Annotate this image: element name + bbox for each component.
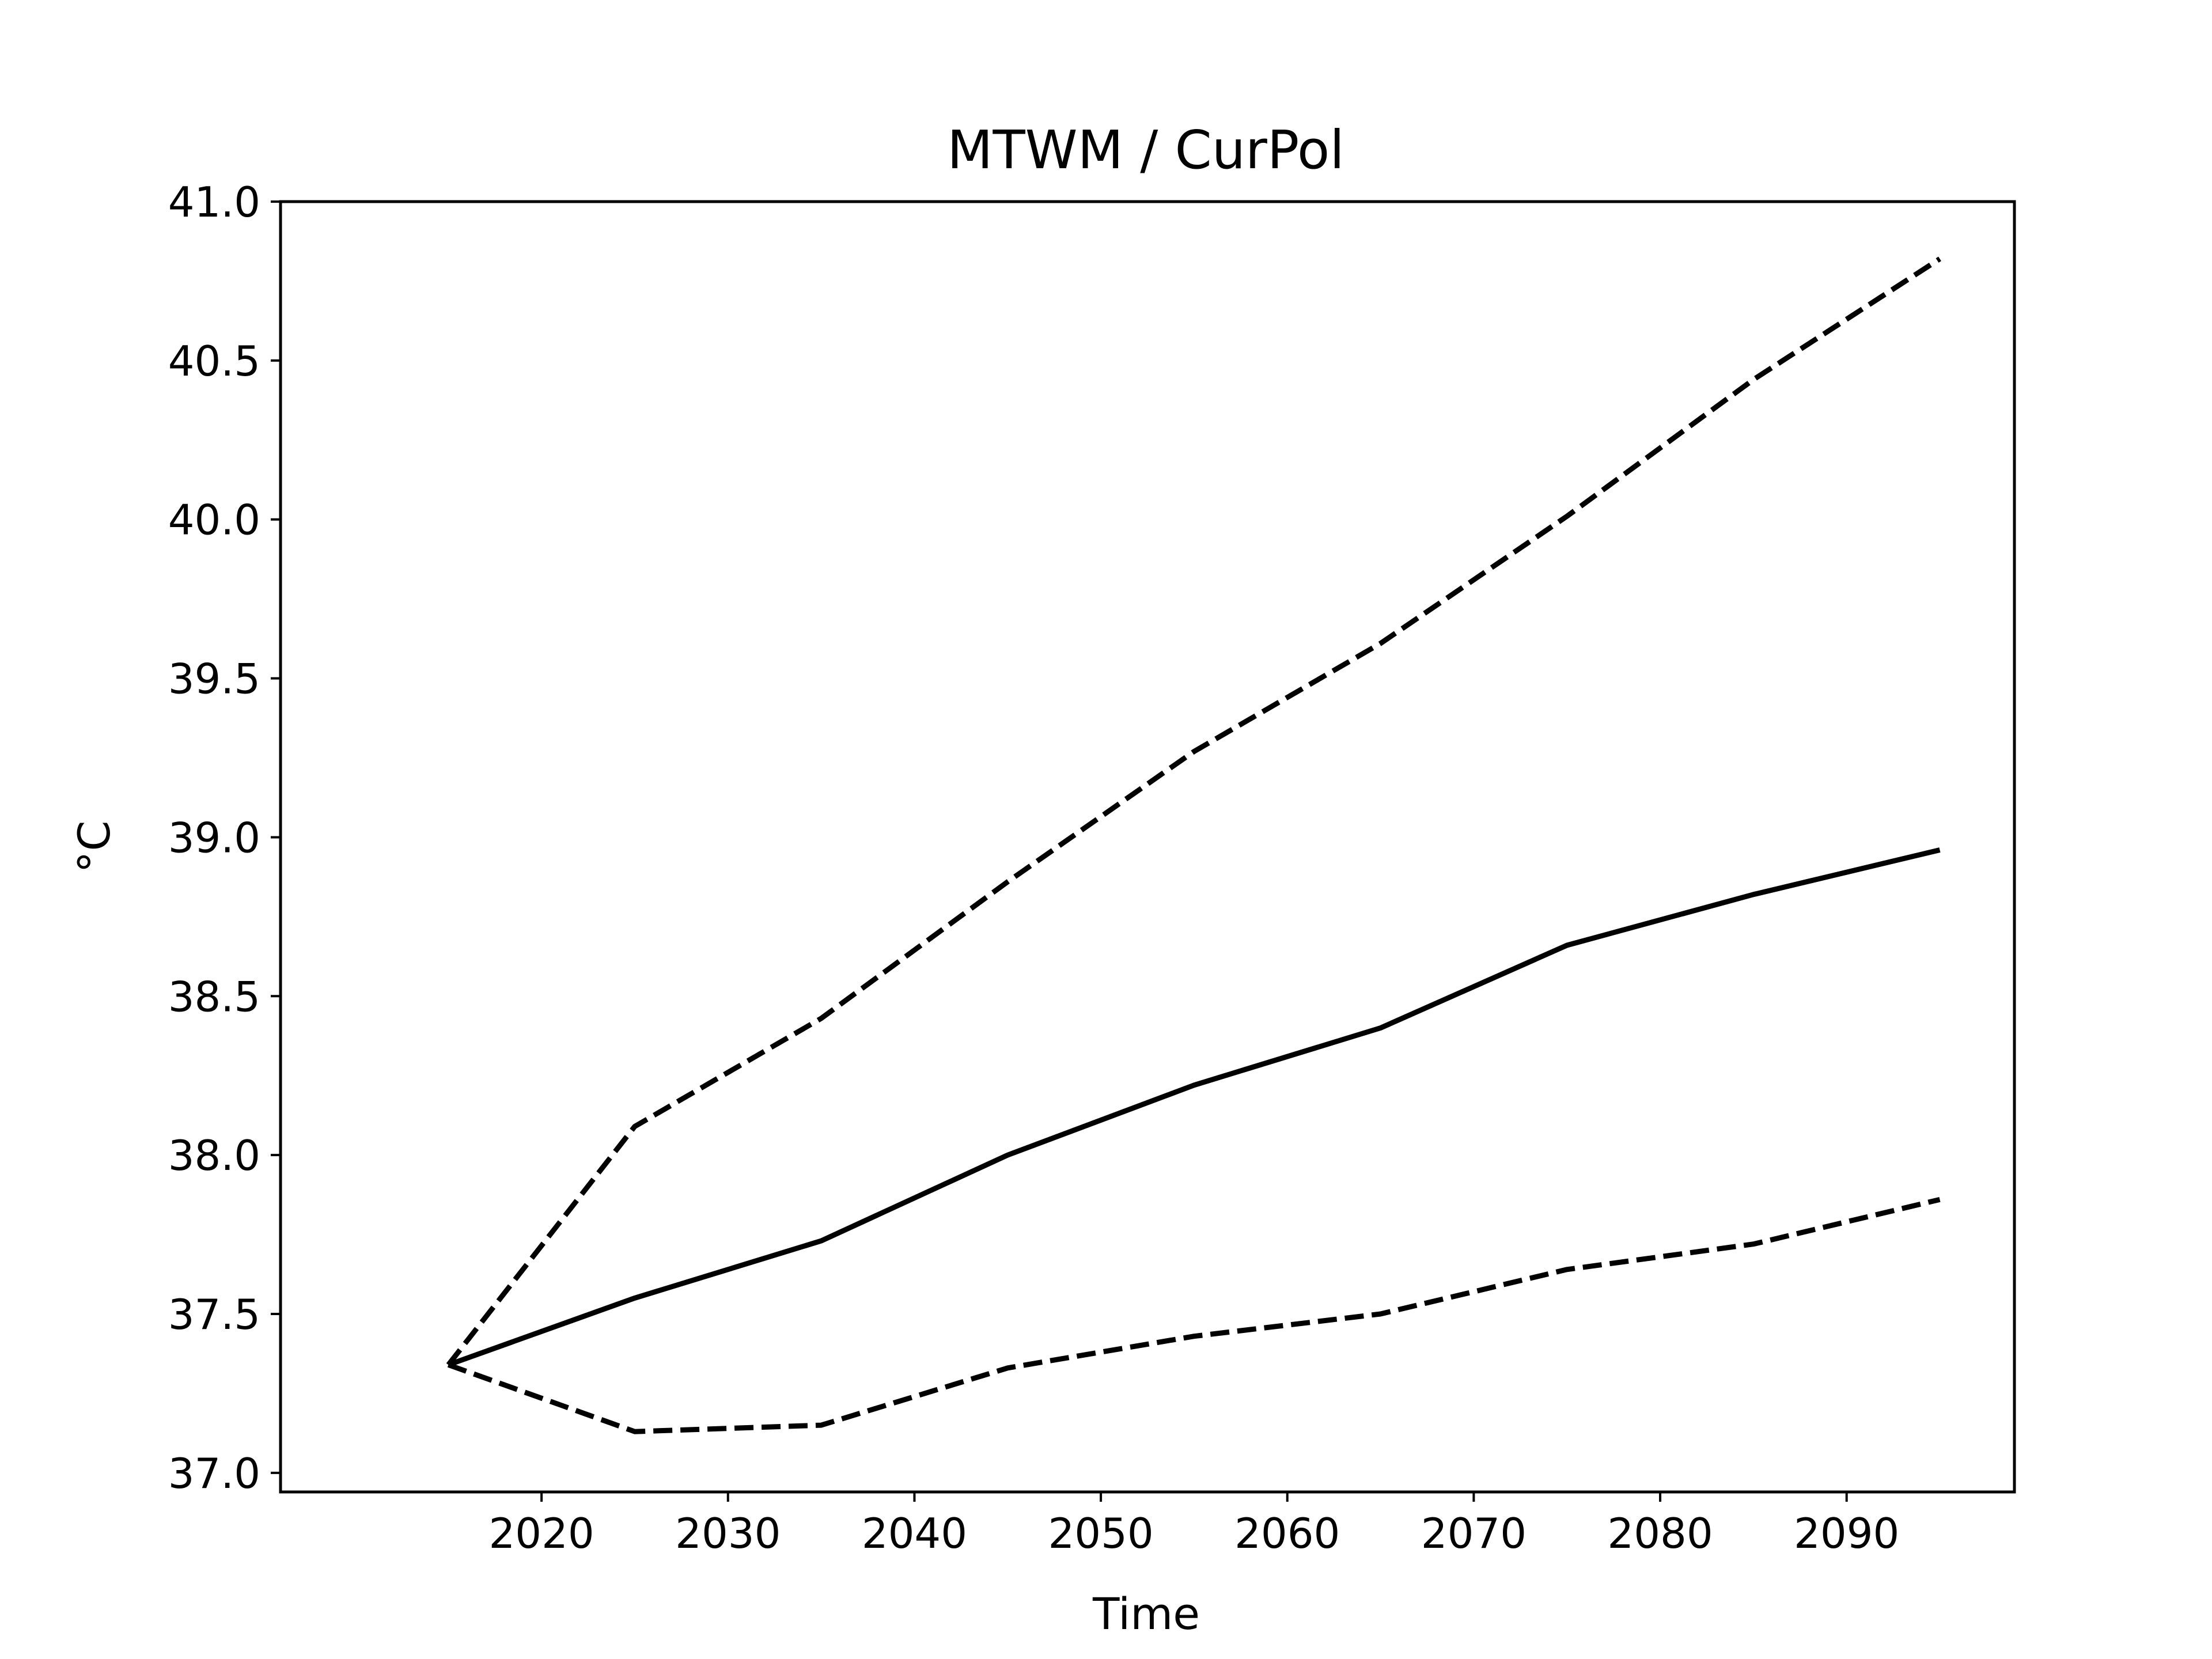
y-axis-ticks: 37.0 37.5 38.0 38.5 39.0 39.5 40.0 40.5 41.0 <box>168 178 281 1498</box>
y-tick-label: 41.0 <box>168 178 260 226</box>
y-axis-label: °C <box>69 820 120 873</box>
x-axis-label: Time <box>1092 1588 1200 1639</box>
series-layer <box>446 256 1941 1434</box>
series-line-2-dashed <box>446 256 1941 1367</box>
x-tick-label: 2070 <box>1421 1509 1527 1558</box>
x-tick-label: 2020 <box>489 1509 594 1558</box>
x-tick-label: 2060 <box>1234 1509 1340 1558</box>
chart-title: MTWM / CurPol <box>947 119 1344 181</box>
x-tick-label: 2080 <box>1607 1509 1713 1558</box>
x-tick-label: 2090 <box>1794 1509 1899 1558</box>
plot-frame <box>279 200 2016 1494</box>
y-tick-label: 37.5 <box>168 1290 260 1339</box>
y-tick-label: 37.0 <box>168 1449 260 1498</box>
y-tick-label: 40.0 <box>168 496 260 544</box>
series-line-1-solid <box>447 847 1941 1368</box>
x-tick-label: 2050 <box>1048 1509 1153 1558</box>
x-tick-label: 2030 <box>675 1509 781 1558</box>
y-tick-label: 38.0 <box>168 1131 260 1180</box>
y-tick-label: 39.5 <box>168 655 260 703</box>
x-tick-label: 2040 <box>862 1509 967 1558</box>
x-axis-ticks: 2020 2030 2040 2050 2060 2070 2080 2090 <box>489 1492 1899 1558</box>
series-line-3-dashed <box>447 1197 1941 1434</box>
y-tick-label: 38.5 <box>168 972 260 1021</box>
y-tick-label: 40.5 <box>168 337 260 385</box>
y-tick-label: 39.0 <box>168 813 260 862</box>
